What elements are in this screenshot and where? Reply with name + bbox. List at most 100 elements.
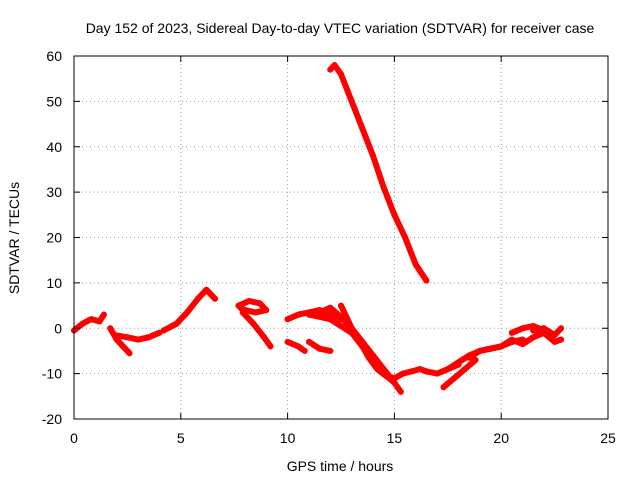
series-segment-17: [466, 343, 505, 361]
data-point: [558, 336, 564, 343]
x-tick-label: 5: [177, 430, 185, 446]
y-tick-label: -10: [42, 366, 62, 382]
data-point: [184, 309, 191, 316]
data-point: [434, 370, 441, 377]
y-tick-label: 50: [46, 93, 62, 109]
x-tick-label: 15: [387, 430, 403, 446]
data-point: [412, 261, 419, 268]
data-point: [402, 234, 409, 241]
data-point: [124, 334, 131, 341]
data-point: [530, 334, 537, 341]
series-segment-2: [107, 325, 133, 357]
data-point: [331, 62, 338, 69]
data-point: [338, 71, 344, 78]
data-point: [423, 368, 430, 375]
data-point: [355, 336, 362, 343]
data-point: [519, 325, 526, 332]
data-point: [476, 347, 483, 354]
data-point: [295, 343, 302, 350]
data-point: [551, 338, 558, 345]
data-point: [126, 350, 133, 357]
data-point: [359, 125, 366, 132]
data-point: [316, 345, 323, 352]
data-point: [111, 332, 118, 339]
data-point: [327, 347, 334, 354]
data-point: [173, 320, 180, 327]
data-point: [391, 211, 398, 218]
data-point: [444, 366, 451, 373]
y-tick-label: 10: [46, 275, 62, 291]
data-point: [327, 304, 334, 311]
data-point: [263, 307, 270, 314]
data-point: [239, 309, 246, 316]
data-point: [461, 366, 468, 373]
data-point: [100, 311, 107, 318]
data-point: [160, 327, 167, 334]
tick-labels: 0 5 10 15 20 25 -20 -10 0 10 20 30 40 50 60: [42, 48, 616, 446]
x-tick-label: 25: [600, 430, 616, 446]
data-point: [295, 311, 302, 318]
data-point: [107, 325, 114, 332]
x-tick-label: 20: [493, 430, 509, 446]
data-point: [440, 384, 447, 391]
data-point: [348, 98, 355, 105]
data-point: [342, 311, 349, 318]
data-point: [327, 316, 334, 323]
x-axis-label: GPS time / hours: [287, 458, 394, 474]
data-point: [508, 336, 515, 343]
data-point: [194, 295, 201, 302]
series-segment-4: [160, 286, 218, 334]
data-point: [530, 327, 537, 334]
series-segment-20: [530, 325, 564, 339]
data-point: [551, 332, 558, 339]
chart-title: Day 152 of 2023, Sidereal Day-to-day VTE…: [86, 20, 595, 36]
data-point: [359, 343, 366, 350]
y-tick-label: 0: [54, 320, 62, 336]
data-point: [365, 354, 372, 361]
data-point: [79, 320, 86, 327]
data-point: [380, 184, 387, 191]
data-point: [391, 375, 398, 382]
axis-ticks: [73, 55, 609, 420]
data-point: [261, 334, 268, 341]
grid: [74, 56, 608, 419]
data-point: [382, 372, 389, 379]
data-point: [250, 320, 257, 327]
y-tick-label: 30: [46, 184, 62, 200]
data-point: [212, 295, 218, 302]
data-point: [472, 357, 479, 363]
data-point: [145, 334, 152, 341]
data-point: [120, 343, 127, 350]
data-point: [391, 379, 398, 386]
y-tick-label: 40: [46, 139, 62, 155]
data-point: [519, 341, 526, 348]
data-point: [374, 366, 381, 373]
data-point: [306, 338, 312, 345]
data-point: [88, 316, 95, 323]
data-point: [96, 318, 103, 325]
data-point: [397, 388, 404, 395]
data-point: [203, 286, 210, 293]
data-point: [306, 311, 312, 318]
data-point: [540, 325, 547, 332]
data-point: [558, 325, 564, 332]
y-tick-label: 60: [46, 48, 62, 64]
data-point: [498, 343, 505, 350]
data-point: [267, 343, 274, 350]
data-point: [451, 375, 458, 382]
data-point: [246, 298, 253, 304]
series-segment-6: [239, 309, 274, 350]
data-series: [71, 62, 564, 395]
data-point: [408, 368, 415, 375]
x-tick-label: 0: [70, 430, 78, 446]
data-point: [370, 152, 376, 159]
data-point: [301, 347, 308, 354]
y-tick-label: 20: [46, 230, 62, 246]
data-point: [237, 304, 244, 311]
series-segment-15: [440, 357, 479, 391]
data-point: [423, 277, 430, 284]
series-segment-13: [327, 62, 430, 284]
y-tick-label: -20: [42, 411, 62, 427]
data-point: [252, 309, 259, 316]
